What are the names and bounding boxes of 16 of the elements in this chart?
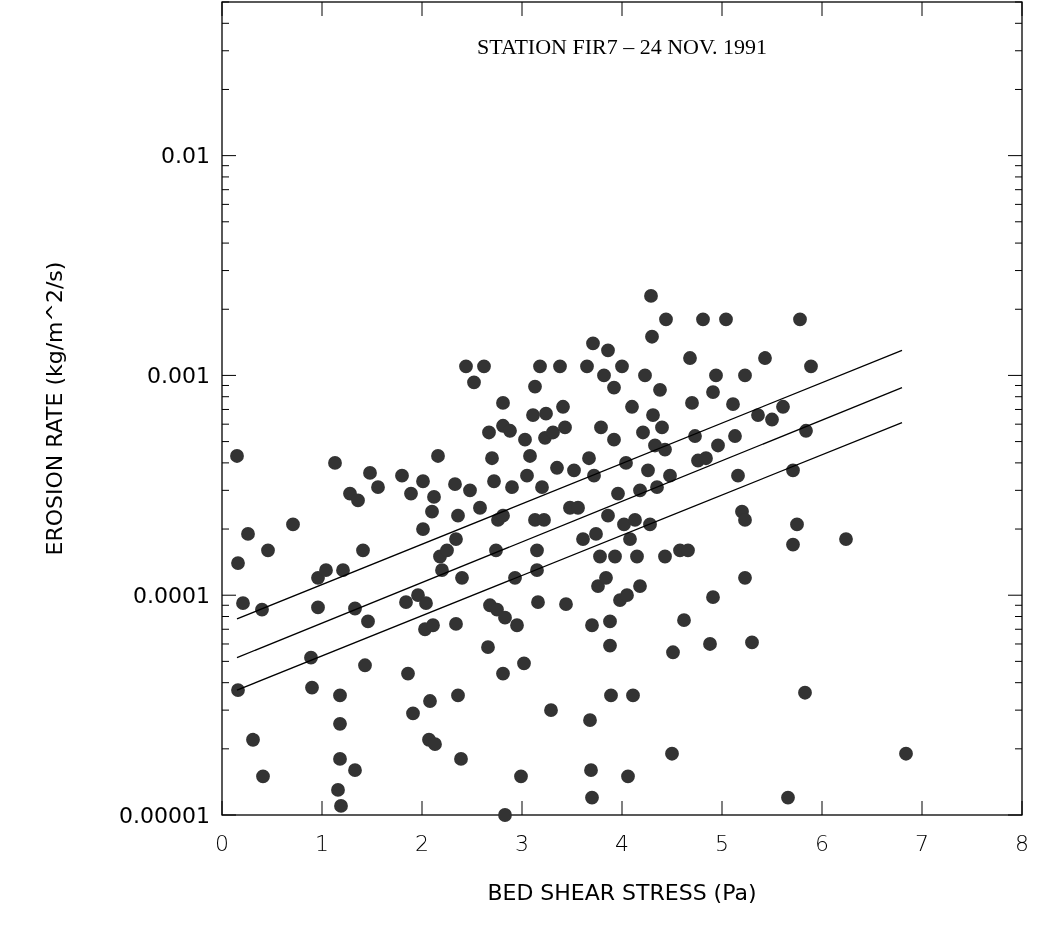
x-tick-label: 2 [415,831,429,856]
x-tick-label: 3 [515,831,529,856]
text: STATION FIR7 – 24 NOV. 1991 [477,34,767,59]
x-axis-title: BED SHEAR STRESS (Pa) [487,880,757,905]
x-tick-label: 8 [1015,831,1029,856]
x-tick-label: 1 [315,831,329,856]
y-axis-title: EROSION RATE (kg/m^2/s) [42,261,67,556]
y-tick-label: 0.01 [161,143,210,169]
x-tick-label: 7 [915,831,929,856]
x-tick-label: 5 [715,831,729,856]
y-tick-label: 0.0001 [133,582,210,608]
y-tick-label: 0.001 [147,363,210,389]
x-tick-label: 0 [215,831,229,856]
y-tick-label: 0.00001 [119,802,210,828]
x-tick-label: 4 [615,831,629,856]
x-tick-label: 6 [815,831,829,856]
